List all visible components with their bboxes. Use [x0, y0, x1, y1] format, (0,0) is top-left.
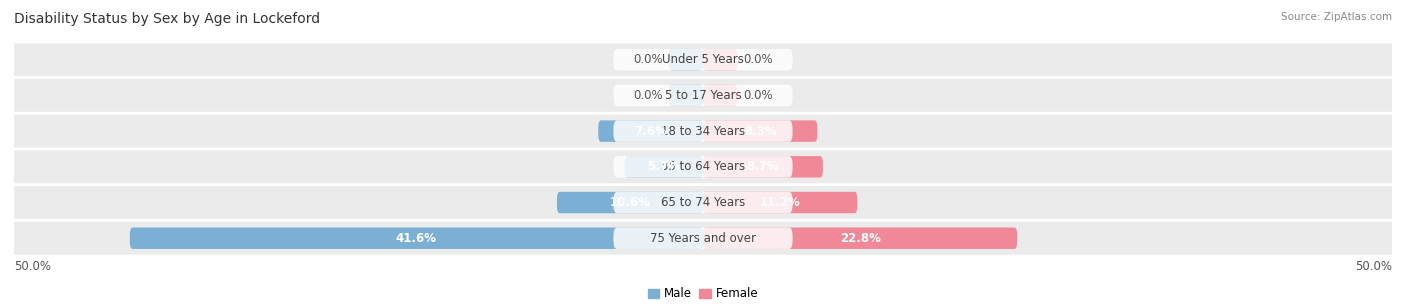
Legend: Male, Female: Male, Female	[643, 283, 763, 304]
Text: 35 to 64 Years: 35 to 64 Years	[661, 160, 745, 173]
Text: 65 to 74 Years: 65 to 74 Years	[661, 196, 745, 209]
Text: 8.3%: 8.3%	[744, 125, 776, 138]
Text: 50.0%: 50.0%	[1355, 260, 1392, 273]
Text: Source: ZipAtlas.com: Source: ZipAtlas.com	[1281, 12, 1392, 22]
FancyBboxPatch shape	[703, 227, 1017, 249]
FancyBboxPatch shape	[557, 192, 703, 213]
FancyBboxPatch shape	[613, 49, 793, 71]
FancyBboxPatch shape	[7, 222, 1399, 255]
FancyBboxPatch shape	[703, 156, 823, 178]
Text: 7.6%: 7.6%	[634, 125, 666, 138]
FancyBboxPatch shape	[7, 79, 1399, 112]
FancyBboxPatch shape	[129, 227, 703, 249]
FancyBboxPatch shape	[613, 85, 793, 106]
FancyBboxPatch shape	[613, 120, 793, 142]
FancyBboxPatch shape	[703, 49, 738, 71]
Text: Disability Status by Sex by Age in Lockeford: Disability Status by Sex by Age in Locke…	[14, 12, 321, 26]
Text: 75 Years and over: 75 Years and over	[650, 232, 756, 245]
Text: 0.0%: 0.0%	[634, 53, 664, 66]
Text: 0.0%: 0.0%	[742, 89, 772, 102]
Text: 0.0%: 0.0%	[634, 89, 664, 102]
FancyBboxPatch shape	[7, 115, 1399, 147]
FancyBboxPatch shape	[613, 156, 793, 178]
FancyBboxPatch shape	[7, 150, 1399, 183]
Text: 41.6%: 41.6%	[396, 232, 437, 245]
FancyBboxPatch shape	[7, 186, 1399, 219]
FancyBboxPatch shape	[7, 43, 1399, 76]
Text: 5.7%: 5.7%	[647, 160, 681, 173]
FancyBboxPatch shape	[599, 120, 703, 142]
FancyBboxPatch shape	[624, 156, 703, 178]
Text: 10.6%: 10.6%	[610, 196, 651, 209]
FancyBboxPatch shape	[669, 85, 703, 106]
FancyBboxPatch shape	[613, 192, 793, 213]
Text: 22.8%: 22.8%	[839, 232, 880, 245]
FancyBboxPatch shape	[703, 120, 817, 142]
Text: 0.0%: 0.0%	[742, 53, 772, 66]
Text: 5 to 17 Years: 5 to 17 Years	[665, 89, 741, 102]
FancyBboxPatch shape	[703, 85, 738, 106]
Text: 18 to 34 Years: 18 to 34 Years	[661, 125, 745, 138]
FancyBboxPatch shape	[703, 192, 858, 213]
FancyBboxPatch shape	[613, 227, 793, 249]
Text: Under 5 Years: Under 5 Years	[662, 53, 744, 66]
Text: 11.2%: 11.2%	[759, 196, 800, 209]
Text: 50.0%: 50.0%	[14, 260, 51, 273]
FancyBboxPatch shape	[669, 49, 703, 71]
Text: 8.7%: 8.7%	[747, 160, 779, 173]
